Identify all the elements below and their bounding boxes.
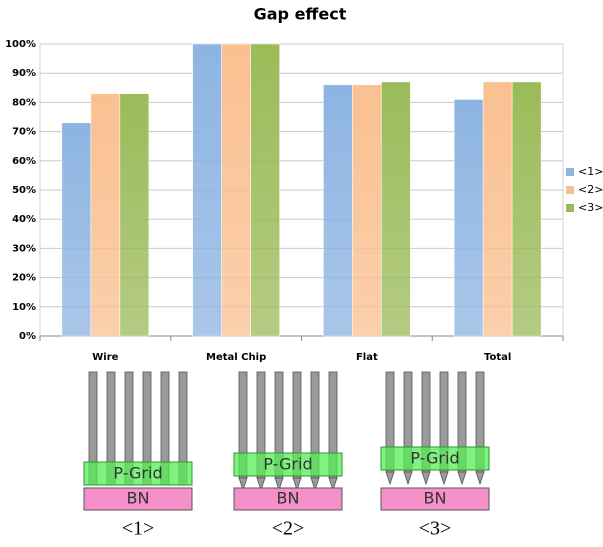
bar — [120, 94, 149, 336]
y-tick-label: 10% — [12, 302, 36, 313]
x-tick-label: Total — [484, 352, 511, 363]
p-grid-label: P-Grid — [113, 464, 162, 483]
bar — [251, 44, 280, 336]
legend-swatch — [566, 186, 574, 194]
bn-label: BN — [424, 489, 447, 508]
y-tick-label: 80% — [12, 97, 36, 108]
x-tick-label: Metal Chip — [206, 352, 266, 363]
legend-swatch — [566, 204, 574, 212]
bar — [483, 82, 512, 336]
page: Gap effect 0% 10% 20% 30% 40% 50% 60% 70% 80% 90%… — [0, 0, 603, 547]
bar — [193, 44, 222, 336]
bar — [62, 123, 91, 336]
y-tick-label: 100% — [5, 39, 36, 50]
bar — [352, 85, 381, 336]
y-tick-label: 70% — [12, 127, 36, 138]
y-tick-label: 90% — [12, 68, 36, 79]
legend-label: <1> — [578, 165, 603, 178]
panel-caption: <2> — [272, 518, 305, 540]
y-tick-label: 50% — [12, 185, 36, 196]
y-tick-label: 30% — [12, 243, 36, 254]
rod-tip — [404, 472, 412, 484]
bar — [381, 82, 410, 336]
bn-label: BN — [277, 489, 300, 508]
y-tick-label: 40% — [12, 214, 36, 225]
p-grid-label: P-Grid — [410, 449, 459, 468]
x-tick-label: Wire — [92, 352, 118, 363]
rod-tip — [422, 472, 430, 484]
bar — [512, 82, 541, 336]
y-tick-label: 20% — [12, 273, 36, 284]
chart-title: Gap effect — [254, 5, 347, 24]
rod-tip — [458, 472, 466, 484]
legend-label: <2> — [578, 183, 603, 196]
y-tick-label: 0% — [19, 331, 36, 342]
bar — [323, 85, 352, 336]
bar — [91, 94, 120, 336]
bn-label: BN — [127, 489, 150, 508]
bar — [454, 99, 483, 336]
rod-tip — [386, 472, 394, 484]
p-grid-label: P-Grid — [263, 455, 312, 474]
y-tick-label: 60% — [12, 156, 36, 167]
panel-caption: <3> — [419, 518, 452, 540]
rod-tip — [476, 472, 484, 484]
legend-swatch — [566, 168, 574, 176]
bar — [222, 44, 251, 336]
panel-caption: <1> — [122, 518, 155, 540]
x-tick-label: Flat — [356, 352, 378, 363]
rod-tip — [440, 472, 448, 484]
legend-label: <3> — [578, 201, 603, 214]
